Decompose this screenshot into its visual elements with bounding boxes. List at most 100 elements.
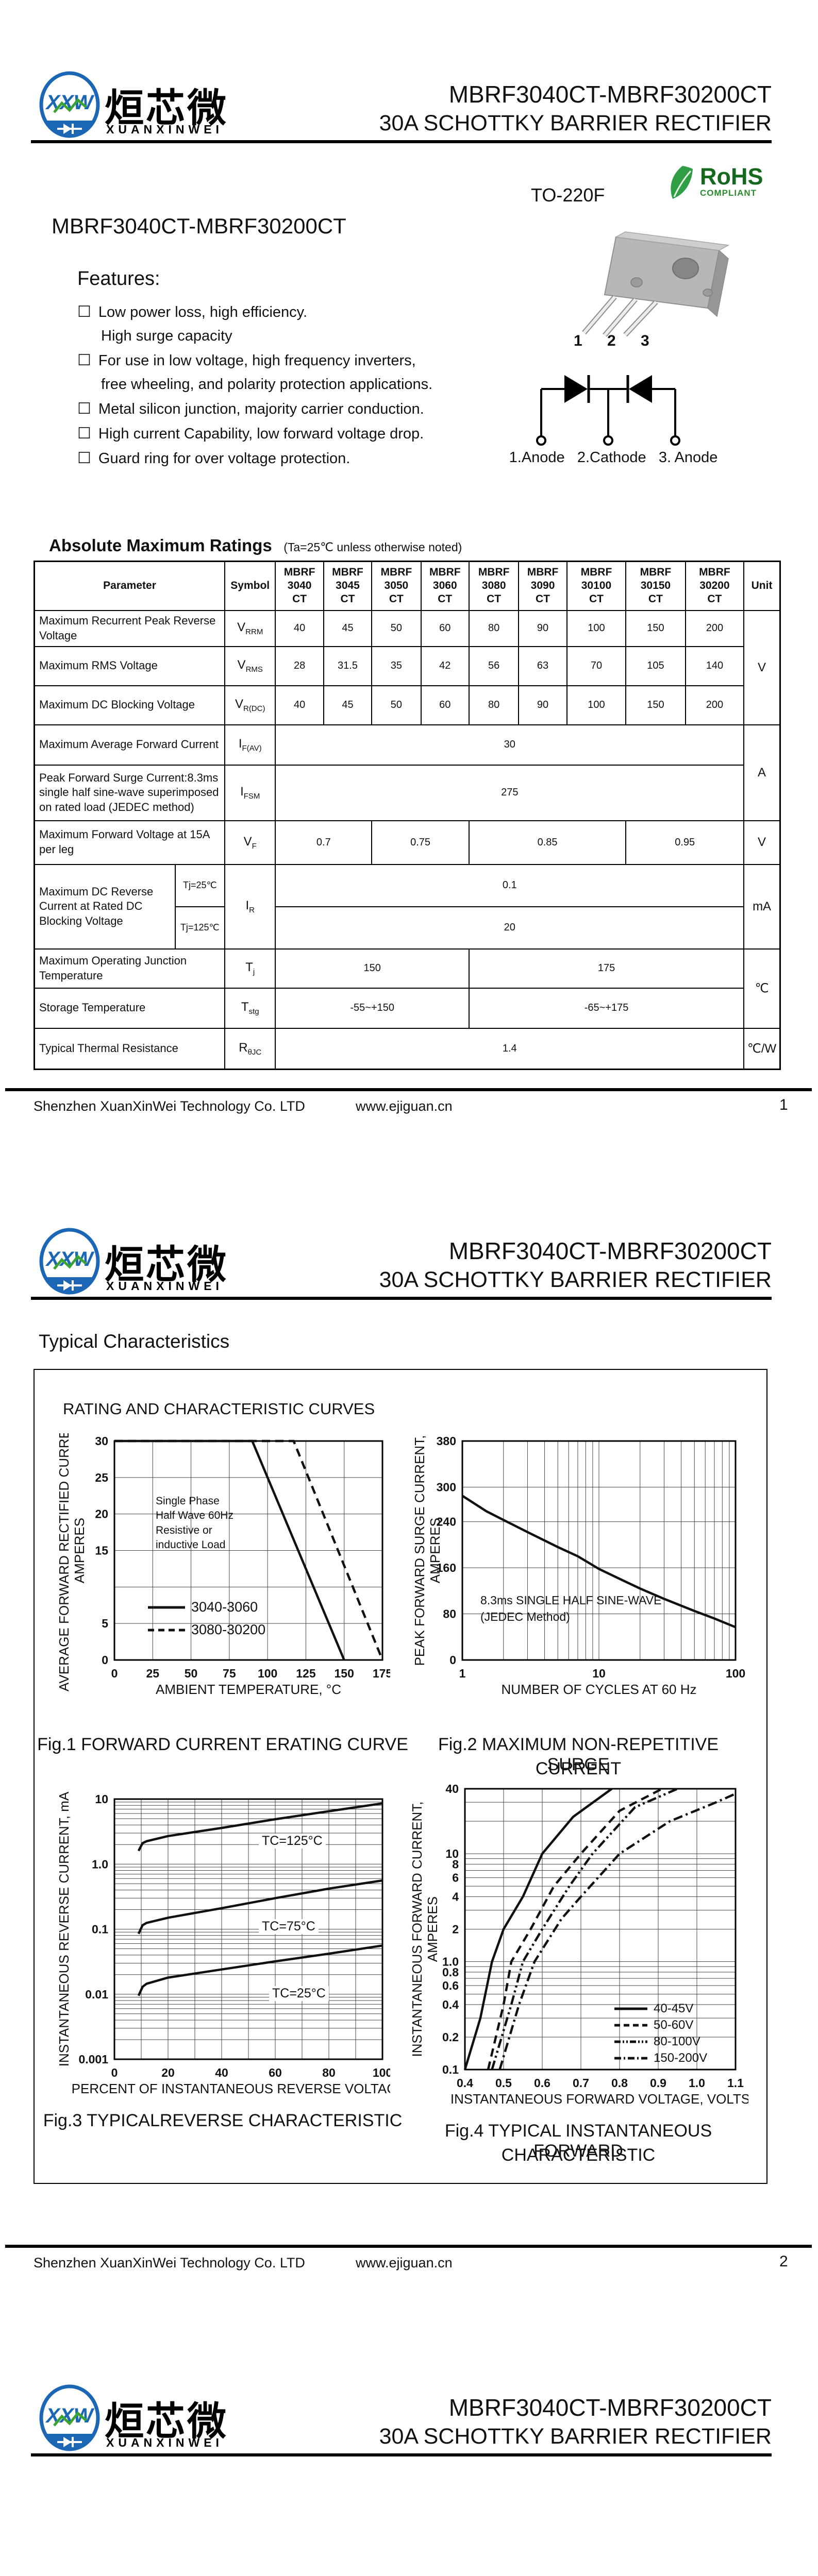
feature-item: ☐ For use in low voltage, high frequency … (77, 352, 416, 369)
table-row: Maximum DC Reverse Current at Rated DC B… (34, 863, 781, 950)
diode-schematic (526, 358, 691, 451)
svg-text:10: 10 (592, 1667, 606, 1680)
rohs-badge: RoHS COMPLIANT (668, 165, 781, 206)
amr-title: Absolute Maximum Ratings (49, 536, 272, 555)
solid-line-icon (148, 1606, 185, 1608)
svg-text:1.1: 1.1 (727, 2076, 744, 2090)
svg-text:0.1: 0.1 (92, 1923, 108, 1936)
svg-text:1.0: 1.0 (689, 2076, 705, 2090)
svg-text:0.4: 0.4 (442, 1998, 459, 2011)
fig4-caption: Fig.4 TYPICAL INSTANTANEOUS FORWARD (444, 2121, 712, 2161)
svg-text:0: 0 (111, 2066, 118, 2079)
svg-text:AVERAGE FORWARD RECTIFIED CURR: AVERAGE FORWARD RECTIFIED CURRENT, (56, 1433, 72, 1691)
svg-text:0.01: 0.01 (85, 1988, 108, 2001)
checkbox-icon: ☐ (77, 352, 91, 369)
svg-text:15: 15 (95, 1544, 108, 1557)
svg-text:60: 60 (269, 2066, 282, 2079)
amr-symbol-header: Symbol (224, 561, 276, 611)
footer-company: Shenzhen XuanXinWei Technology Co. LTD (34, 2255, 305, 2270)
svg-text:INSTANTANEOUS FORWARD CURRENT,: INSTANTANEOUS FORWARD CURRENT, (409, 1802, 425, 2057)
amr-part-column-header: MBRF 30150 CT (625, 561, 686, 611)
fig2-caption-line2: CURRENT (535, 1759, 622, 1778)
amr-part-column-header: MBRF 3045 CT (323, 561, 373, 611)
svg-text:6: 6 (452, 1871, 459, 1885)
svg-text:150: 150 (335, 1667, 354, 1680)
document-title: MBRF3040CT-MBRF30200CT 30A SCHOTTKY BARR… (379, 2394, 772, 2449)
footer-divider (5, 2245, 812, 2248)
svg-text:0.7: 0.7 (573, 2076, 589, 2090)
curves-box-title: RATING AND CHARACTERISTIC CURVES (63, 1400, 375, 1418)
svg-text:0.1: 0.1 (442, 2063, 459, 2076)
page-title: MBRF3040CT-MBRF30200CT (52, 214, 346, 238)
svg-text:0.6: 0.6 (534, 2076, 550, 2090)
svg-text:AMPERES: AMPERES (425, 1896, 440, 1962)
page-number: 1 (779, 1096, 788, 1113)
feature-item: ☐ Low power loss, high efficiency. (77, 303, 308, 320)
svg-text:240: 240 (437, 1515, 456, 1529)
feature-item-line2: free wheeling, and polarity protection a… (101, 376, 433, 393)
svg-text:10: 10 (95, 1792, 108, 1806)
svg-text:25: 25 (95, 1471, 108, 1484)
svg-text:5: 5 (102, 1617, 108, 1630)
feature-item: ☐ Guard ring for over voltage protection. (77, 450, 350, 467)
fig1-legend-item: 3040-3060 (148, 1599, 258, 1615)
brand-name-cn: 烜芯微 (105, 87, 228, 130)
header-divider (31, 140, 772, 143)
fig4-legend-item: 40-45V (614, 2002, 693, 2016)
fig3-chart: 0 20 40 60 80 100 10 1.0 0.1 0.01 0.001 PERCENT OF … (55, 1791, 390, 2100)
fig4-chart: 0.4 0.5 0.6 0.7 0.8 0.9 1.0 1.1 40 10 8 6 4 2 1.0 0.8 0.… (408, 1781, 748, 2111)
svg-text:0: 0 (102, 1653, 108, 1667)
fig2-annotation: 8.3ms SINGLE HALF SINE-WAVE (JEDEC Method… (480, 1594, 662, 1624)
page-3: XXW 烜芯微 XUANXINWEI MBRF3040CT-MBRF30200C… (0, 2313, 818, 2576)
solid-line-icon (614, 2007, 647, 2010)
svg-text:PERCENT OF INSTANTANEOUS REVER: PERCENT OF INSTANTANEOUS REVERSE VOLTAGE… (72, 2081, 390, 2096)
svg-text:0.8: 0.8 (442, 1965, 459, 1979)
svg-text:75: 75 (223, 1667, 236, 1680)
features-title: Features: (77, 268, 160, 290)
svg-text:0.6: 0.6 (442, 1979, 459, 1992)
header-divider (31, 2453, 772, 2456)
svg-text:100: 100 (258, 1667, 277, 1680)
svg-text:1.0: 1.0 (442, 1955, 459, 1969)
fig3-curve-label: TC=125°C (259, 1834, 326, 1849)
amr-header-row: Parameter Symbol MBRF 3040 CT MBRF 3045 CT MBR… (34, 561, 781, 611)
table-row: Maximum Operating Junction Temperature T… (34, 948, 781, 1029)
footer-company: Shenzhen XuanXinWei Technology Co. LTD (34, 1098, 305, 1114)
svg-text:160: 160 (437, 1561, 456, 1574)
table-row: Maximum Recurrent Peak Reverse Voltage V… (34, 609, 781, 725)
checkbox-icon: ☐ (77, 425, 91, 442)
svg-text:0.001: 0.001 (78, 2053, 108, 2066)
svg-text:40: 40 (445, 1782, 459, 1795)
absolute-maximum-ratings-table: Parameter Symbol MBRF 3040 CT MBRF 3045 CT MBR… (34, 561, 781, 1070)
svg-text:4: 4 (452, 1890, 459, 1903)
table-row: Maximum Forward Voltage at 15A per leg V… (34, 820, 781, 865)
features-list: ☐ Low power loss, high efficiency. High su… (77, 303, 469, 474)
fig1-chart: 0 25 50 75 100 125 150 175 0 5 15 20 25 30 AMBIENT TEM… (55, 1433, 390, 1701)
footer-website: www.ejiguan.cn (356, 1098, 453, 1114)
fig1-annotation: Single Phase Half Wave 60Hz Resistive or in… (156, 1495, 233, 1551)
company-logo-icon: XXW (39, 1228, 101, 1296)
rohs-leaf-icon (671, 166, 693, 199)
dash-dot-line-icon (614, 2057, 647, 2060)
svg-text:AMBIENT TEMPERATURE, °C: AMBIENT TEMPERATURE, °C (156, 1682, 341, 1697)
rohs-label: RoHS (700, 163, 763, 190)
table-row: Maximum RMS Voltage VRMS 28 31.5 35 42 56 63 7… (34, 646, 780, 686)
svg-text:1: 1 (459, 1667, 466, 1680)
svg-text:20: 20 (95, 1507, 108, 1521)
svg-text:380: 380 (437, 1434, 456, 1448)
package-name: TO-220F (531, 184, 605, 206)
fig4-caption-line2: CHARACTERISTIC (501, 2145, 656, 2165)
svg-text:20: 20 (161, 2066, 175, 2079)
table-row: Maximum DC Blocking Voltage VR(DC) 40 45 5… (34, 685, 780, 725)
footer-divider (5, 1088, 812, 1091)
document-title: MBRF3040CT-MBRF30200CT 30A SCHOTTKY BARR… (379, 1238, 772, 1292)
checkbox-icon: ☐ (77, 303, 91, 320)
company-logo-icon: XXW (39, 2384, 101, 2452)
fig4-legend-item: 150-200V (614, 2051, 707, 2065)
svg-text:NUMBER OF CYCLES AT 60 Hz: NUMBER OF CYCLES AT 60 Hz (501, 1682, 696, 1697)
svg-text:40: 40 (215, 2066, 228, 2079)
svg-text:PEAK FORWARD SURGE CURRENT,: PEAK FORWARD SURGE CURRENT, (412, 1435, 427, 1666)
svg-text:0: 0 (111, 1667, 118, 1680)
brand-name-en: XUANXINWEI (106, 123, 223, 136)
title-part-range: MBRF3040CT-MBRF30200CT (448, 81, 772, 108)
